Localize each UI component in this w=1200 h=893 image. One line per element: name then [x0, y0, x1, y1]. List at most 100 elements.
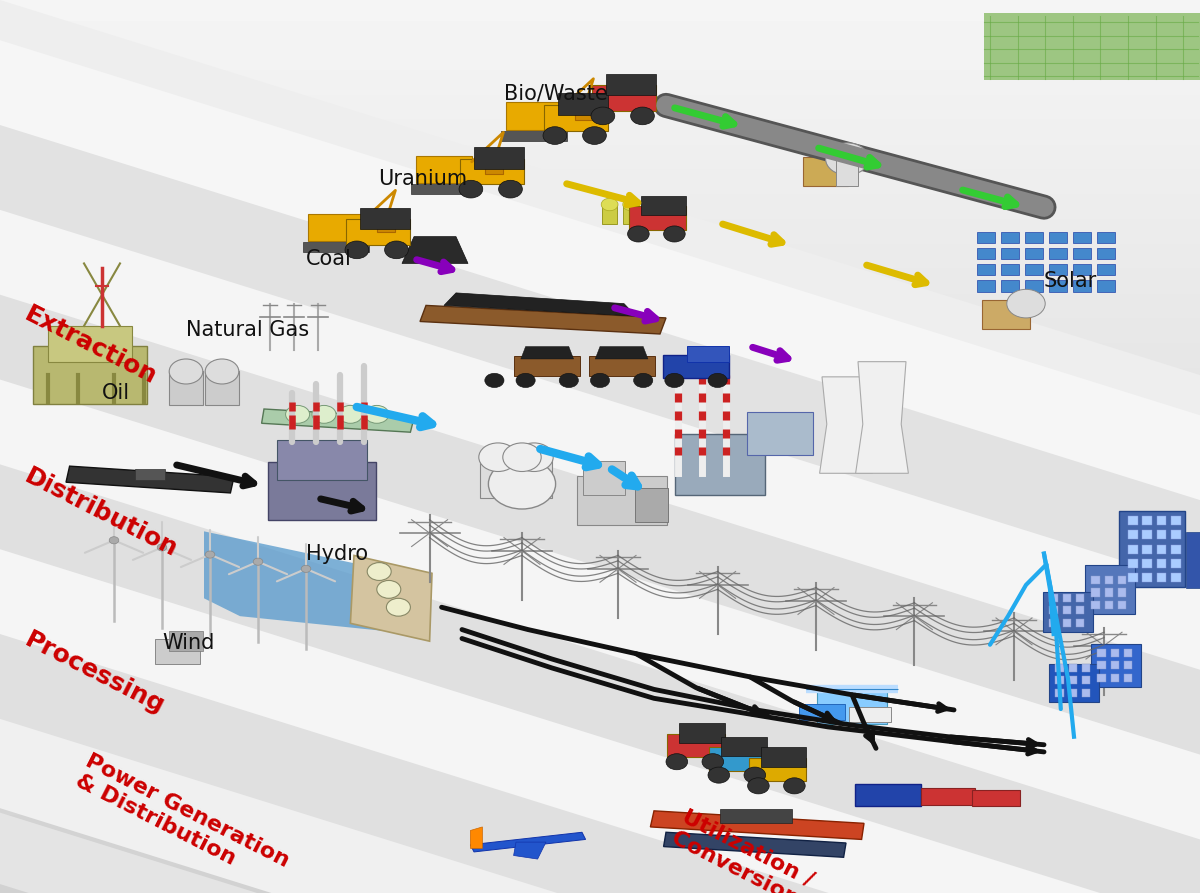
Bar — [1001, 263, 1020, 275]
Bar — [583, 461, 625, 495]
Polygon shape — [514, 842, 546, 859]
Circle shape — [665, 373, 684, 388]
Polygon shape — [984, 13, 1200, 80]
Bar — [474, 146, 523, 169]
Polygon shape — [820, 377, 872, 473]
Circle shape — [826, 143, 869, 175]
Bar — [977, 247, 996, 259]
Circle shape — [644, 198, 661, 211]
Circle shape — [485, 373, 504, 388]
Bar — [1098, 673, 1106, 682]
Bar — [347, 220, 409, 245]
Bar — [1043, 592, 1093, 632]
Bar — [1026, 263, 1044, 275]
Bar — [629, 206, 686, 230]
Circle shape — [205, 551, 215, 558]
Bar — [1171, 559, 1181, 568]
Circle shape — [1007, 289, 1045, 318]
Bar — [1085, 565, 1135, 614]
Bar — [575, 104, 594, 120]
Bar — [1049, 231, 1068, 243]
Circle shape — [367, 563, 391, 580]
Bar — [1073, 247, 1092, 259]
Bar — [972, 790, 1020, 806]
Bar — [302, 242, 370, 252]
Bar — [1082, 664, 1091, 672]
Bar — [277, 440, 367, 480]
Bar — [1128, 516, 1138, 525]
Text: Hydro: Hydro — [306, 544, 368, 563]
Polygon shape — [595, 346, 648, 359]
Bar — [1118, 588, 1127, 597]
Bar — [667, 734, 725, 757]
Bar — [1063, 606, 1072, 614]
Circle shape — [666, 754, 688, 770]
Bar — [624, 204, 640, 224]
Bar — [1120, 511, 1186, 588]
Bar — [1128, 545, 1138, 554]
Bar — [1171, 573, 1181, 582]
Bar — [1026, 280, 1044, 291]
Circle shape — [559, 373, 578, 388]
Circle shape — [515, 443, 553, 472]
Bar — [1171, 530, 1181, 539]
Bar — [674, 434, 766, 495]
Circle shape — [312, 405, 336, 423]
Circle shape — [666, 198, 683, 211]
Circle shape — [503, 443, 541, 472]
Bar — [1157, 516, 1166, 525]
Circle shape — [592, 107, 614, 125]
Bar — [410, 185, 476, 194]
Bar — [922, 788, 976, 805]
Bar — [641, 196, 686, 215]
Bar — [1092, 576, 1100, 584]
Bar — [1111, 673, 1120, 682]
Bar — [662, 355, 730, 378]
Text: Uranium: Uranium — [378, 169, 467, 188]
Bar — [1111, 661, 1120, 670]
Polygon shape — [402, 237, 468, 263]
Circle shape — [542, 127, 566, 145]
Bar — [1076, 606, 1085, 614]
Circle shape — [169, 359, 203, 384]
Bar — [635, 488, 668, 522]
Bar — [268, 463, 376, 520]
Bar — [1049, 664, 1099, 702]
Bar — [1142, 545, 1152, 554]
Text: Wind: Wind — [162, 633, 215, 653]
Bar — [416, 156, 472, 183]
Bar — [360, 208, 409, 230]
Bar — [748, 412, 814, 455]
Bar — [1091, 644, 1141, 687]
Bar — [485, 158, 504, 173]
Bar — [977, 231, 996, 243]
Text: Utilization /
Conversion to Work: Utilization / Conversion to Work — [668, 806, 907, 893]
Circle shape — [488, 459, 556, 509]
Circle shape — [385, 241, 408, 259]
Polygon shape — [0, 210, 1200, 674]
Circle shape — [590, 373, 610, 388]
Polygon shape — [204, 531, 414, 634]
Bar — [1056, 664, 1064, 672]
Bar — [1097, 247, 1116, 259]
Bar — [1063, 594, 1072, 602]
Bar — [721, 737, 767, 756]
Circle shape — [631, 107, 654, 125]
Bar — [1157, 530, 1166, 539]
Bar — [169, 631, 203, 651]
Polygon shape — [0, 125, 1200, 589]
Bar — [686, 346, 730, 362]
Bar — [1076, 594, 1085, 602]
Bar — [1082, 677, 1091, 684]
Circle shape — [346, 241, 368, 259]
Bar — [1092, 601, 1100, 609]
Polygon shape — [664, 832, 846, 857]
Circle shape — [583, 127, 606, 145]
Bar — [977, 280, 996, 291]
Circle shape — [702, 754, 724, 770]
Circle shape — [377, 580, 401, 598]
Bar — [558, 94, 607, 115]
Polygon shape — [650, 811, 864, 839]
Bar — [602, 204, 618, 224]
Bar — [1142, 530, 1152, 539]
